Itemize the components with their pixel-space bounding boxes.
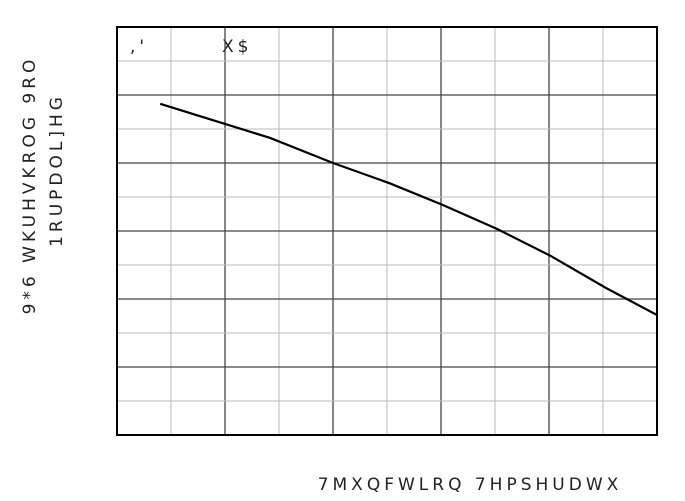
plot-frame xyxy=(116,26,658,436)
annotation: ,' xyxy=(130,37,148,57)
data-line xyxy=(159,102,658,316)
y-axis-label: 1RUPDOL]HG xyxy=(47,93,67,247)
annotation: X$ xyxy=(222,37,252,57)
x-axis-label: 7MXQFWLRQ 7HPSHUDWX xyxy=(318,475,623,495)
y-axis-label: 9*6 WKUHVKROG 9RO xyxy=(20,56,40,315)
